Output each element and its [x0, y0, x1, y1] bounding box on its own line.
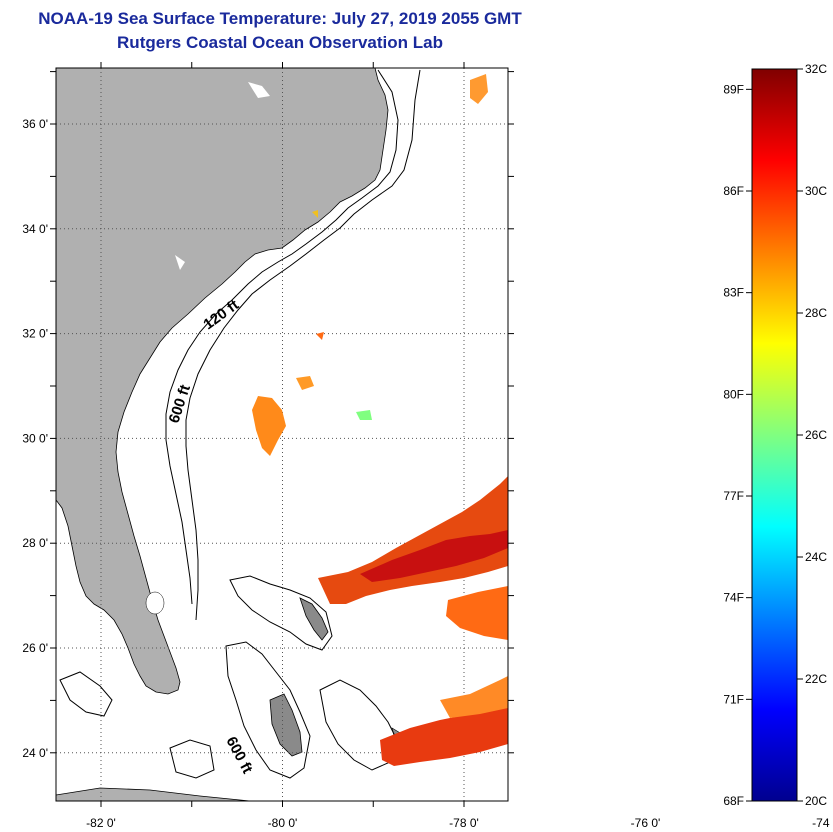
- colorbar-f-label: 74F: [723, 591, 744, 605]
- lake: [248, 82, 270, 98]
- colorbar-f-label: 86F: [723, 184, 744, 198]
- lat-tick-label: 26 0': [22, 641, 48, 655]
- colorbar-f-label: 71F: [723, 692, 744, 706]
- lon-tick-label: -74 0': [812, 816, 833, 830]
- lon-tick-label: -76 0': [631, 816, 661, 830]
- lake-okeechobee: [145, 591, 165, 615]
- colorbar-c-label: 22C: [805, 672, 827, 686]
- longitude-axis: -82 0' -80 0' -78 0' -76 0' -74 0': [86, 62, 833, 830]
- colorbar-c-label: 30C: [805, 184, 827, 198]
- colorbar-c-label: 28C: [805, 306, 827, 320]
- colorbar-f-label: 68F: [723, 794, 744, 808]
- lake: [175, 255, 185, 270]
- lon-tick-label: -80 0': [268, 816, 298, 830]
- colorbar-fahrenheit-labels: 89F 86F 83F 80F 77F 74F 71F 68F: [723, 82, 752, 808]
- lat-tick-label: 36 0': [22, 117, 48, 131]
- map-title: NOAA-19 Sea Surface Temperature: July 27…: [38, 9, 522, 28]
- colorbar: [751, 68, 798, 802]
- colorbar-f-label: 83F: [723, 286, 744, 300]
- colorbar-c-label: 24C: [805, 550, 827, 564]
- colorbar-f-label: 77F: [723, 489, 744, 503]
- latitude-axis: 36 0' 34 0' 32 0' 30 0' 28 0' 26 0' 24 0': [22, 71, 514, 760]
- lat-tick-label: 34 0': [22, 222, 48, 236]
- land-mainland: [56, 68, 389, 695]
- colorbar-f-label: 89F: [723, 82, 744, 96]
- land-cuba: [56, 787, 251, 801]
- colorbar-c-label: 26C: [805, 428, 827, 442]
- land-bahamas-andros: [269, 693, 303, 757]
- colorbar-f-label: 80F: [723, 387, 744, 401]
- map-subtitle: Rutgers Coastal Ocean Observation Lab: [117, 33, 443, 52]
- land-bahamas-abaco: [299, 597, 329, 641]
- colorbar-c-label: 32C: [805, 62, 827, 76]
- colorbar-celsius-labels: 32C 30C 28C 26C 24C 22C 20C: [797, 62, 827, 808]
- lat-tick-label: 30 0': [22, 431, 48, 445]
- sst-data: [252, 74, 508, 766]
- lat-tick-label: 24 0': [22, 746, 48, 760]
- lat-tick-label: 32 0': [22, 327, 48, 341]
- colorbar-c-label: 20C: [805, 794, 827, 808]
- lon-tick-label: -78 0': [449, 816, 479, 830]
- lat-tick-label: 28 0': [22, 536, 48, 550]
- lon-tick-label: -82 0': [86, 816, 116, 830]
